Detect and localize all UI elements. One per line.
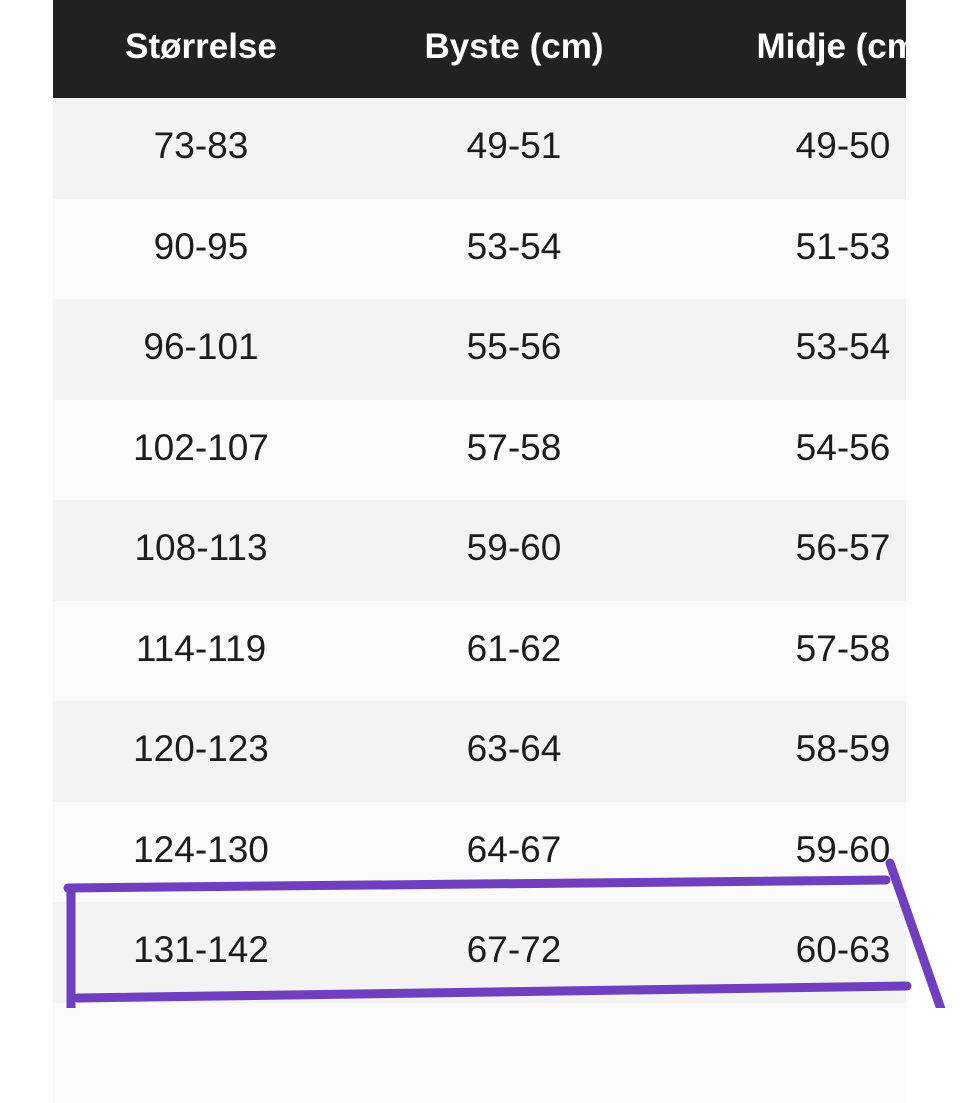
annotation-bottom-line — [78, 986, 907, 998]
table-row — [53, 1003, 906, 1103]
highlight-annotation — [0, 0, 960, 1008]
annotation-top-line — [68, 880, 886, 888]
